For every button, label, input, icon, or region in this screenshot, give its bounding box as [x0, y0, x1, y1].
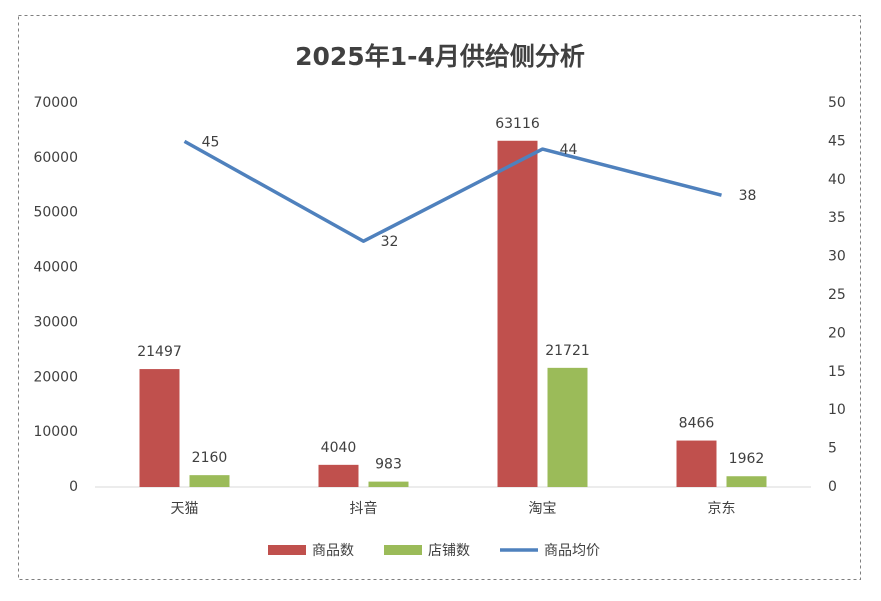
y2-tick-label: 20 [828, 325, 846, 341]
bar [368, 481, 409, 487]
legend-label: 商品均价 [544, 543, 600, 559]
value-label: 45 [202, 134, 220, 150]
y-tick-label: 0 [69, 479, 78, 495]
x-tick-label: 天猫 [171, 501, 199, 517]
y-tick-label: 40000 [33, 260, 78, 276]
line [183, 139, 722, 243]
y2-tick-label: 50 [828, 95, 846, 111]
y2-tick-label: 25 [828, 287, 846, 303]
value-label: 2160 [192, 450, 228, 466]
x-tick-label: 淘宝 [529, 501, 557, 517]
y2-tick-label: 0 [828, 479, 837, 495]
value-label: 21721 [545, 343, 590, 359]
value-label: 1962 [729, 451, 765, 467]
bar [189, 475, 230, 487]
value-label: 32 [381, 234, 399, 250]
bar [676, 440, 717, 487]
value-label: 983 [375, 457, 402, 473]
y2-tick-label: 5 [828, 441, 837, 457]
y2-tick-label: 10 [828, 402, 846, 418]
bar [726, 476, 767, 487]
legend-swatch [268, 545, 306, 555]
y2-tick-label: 30 [828, 249, 846, 265]
value-label: 63116 [495, 116, 540, 132]
value-label: 8466 [679, 416, 715, 432]
y-tick-label: 10000 [33, 424, 78, 440]
y2-tick-label: 35 [828, 210, 846, 226]
value-label: 21497 [137, 344, 182, 360]
y-tick-label: 50000 [33, 205, 78, 221]
legend-label: 店铺数 [428, 543, 470, 559]
legend-swatch [384, 545, 422, 555]
x-tick-label: 京东 [708, 501, 736, 517]
y-tick-label: 70000 [33, 95, 78, 111]
value-label: 44 [560, 142, 578, 158]
bar [139, 369, 180, 487]
y-tick-label: 60000 [33, 150, 78, 166]
value-label: 4040 [321, 440, 357, 456]
chart-title: 2025年1-4月供给侧分析 [295, 42, 585, 71]
bar [497, 140, 538, 487]
y2-tick-label: 45 [828, 133, 846, 149]
y2-tick-label: 40 [828, 172, 846, 188]
x-tick-label: 抖音 [350, 500, 378, 517]
y-tick-label: 30000 [33, 314, 78, 330]
bar [318, 464, 359, 487]
bar [547, 367, 588, 487]
legend-label: 商品数 [312, 543, 354, 559]
y-tick-label: 20000 [33, 369, 78, 385]
value-label: 38 [739, 188, 757, 204]
chart-frame [18, 15, 861, 580]
y2-tick-label: 15 [828, 364, 846, 380]
